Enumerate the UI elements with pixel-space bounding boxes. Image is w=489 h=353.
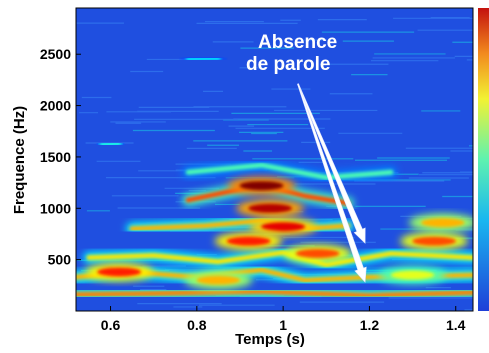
x-tick-label: 0.6	[101, 317, 121, 333]
annotation-line-1: Absence	[258, 32, 337, 53]
formant-core-6	[99, 141, 122, 148]
annotation-arrows	[297, 83, 367, 283]
y-tick-label: 2000	[40, 98, 71, 114]
formant-core-7	[185, 55, 221, 62]
hotspot-core-1	[248, 203, 293, 213]
x-tick-label: 1.4	[446, 317, 466, 333]
hotspot-core-5	[97, 267, 142, 277]
formant-core-0	[76, 289, 473, 299]
plot-area	[75, 7, 474, 312]
y-axis-label: Frequence (Hz)	[11, 106, 28, 214]
colorbar	[478, 8, 489, 311]
x-axis: 0.6 0.8 1 1.2 1.4	[101, 306, 466, 333]
plot-frame	[75, 7, 474, 312]
hotspot-core-3	[226, 236, 271, 246]
hotspot-core-8	[196, 275, 241, 285]
x-axis-label: Temps (s)	[235, 331, 305, 348]
x-tick-label: 0.8	[187, 317, 207, 333]
annotation: Absence de parole	[246, 32, 367, 283]
annotation-line-2: de parole	[246, 54, 330, 75]
x-tick-label: 1	[279, 317, 287, 333]
hotspots	[85, 176, 473, 290]
y-tick-label: 500	[48, 252, 72, 268]
y-axis: 500 1000 1500 2000 2500	[40, 46, 81, 268]
hotspot-core-6	[412, 236, 457, 246]
y-tick-label: 2500	[40, 46, 71, 62]
y-tick-label: 1500	[40, 149, 71, 165]
hotspot-core-7	[420, 218, 465, 228]
y-tick-label: 1000	[40, 200, 71, 216]
x-tick-label: 1.2	[360, 317, 380, 333]
annotation-arrow-1	[297, 83, 367, 283]
heatmap-layer	[76, 17, 473, 311]
hotspot-core-2	[261, 222, 306, 232]
annotation-arrow-0	[297, 83, 366, 244]
formant-core-5	[185, 162, 394, 180]
noise-streaks	[76, 17, 473, 311]
formant-core-2	[86, 250, 473, 268]
hotspot-core-0	[239, 181, 284, 191]
hotspot-core-9	[390, 270, 435, 280]
hotspot-core-4	[295, 248, 340, 258]
